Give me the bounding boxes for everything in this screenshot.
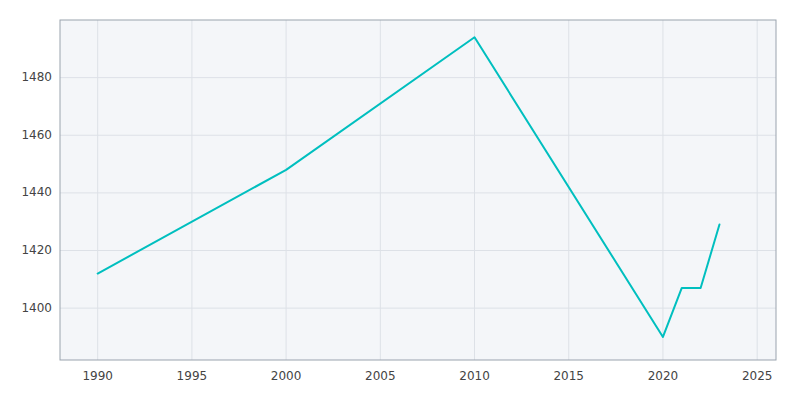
y-tick-label: 1480 — [21, 70, 52, 84]
x-tick-label: 2000 — [271, 369, 302, 383]
x-grid-line — [97, 20, 98, 360]
x-tick-label: 1995 — [177, 369, 208, 383]
chart-container: 1400 1420 1440 1460 1480 1990 1995 2000 2005 2010… — [0, 0, 800, 400]
y-grid-line — [60, 308, 776, 309]
grid — [60, 20, 776, 360]
x-grid-line — [191, 20, 192, 360]
x-tick-label: 2020 — [648, 369, 679, 383]
y-tick-label: 1440 — [21, 185, 52, 199]
x-tick-label: 2025 — [742, 369, 773, 383]
x-grid-line — [757, 20, 758, 360]
y-tick-label: 1420 — [21, 243, 52, 257]
x-grid-line — [380, 20, 381, 360]
axes: 1400 1420 1440 1460 1480 1990 1995 2000 2005 2010… — [21, 70, 772, 383]
y-grid-line — [60, 250, 776, 251]
x-grid-line — [286, 20, 287, 360]
y-grid-line — [60, 192, 776, 193]
plot-frame — [60, 20, 776, 360]
y-grid-line — [60, 135, 776, 136]
y-tick-label: 1400 — [21, 301, 52, 315]
x-tick-label: 2005 — [365, 369, 396, 383]
x-grid-line — [474, 20, 475, 360]
x-tick-label: 2015 — [553, 369, 584, 383]
plot-background — [60, 20, 776, 360]
data-line — [98, 37, 720, 337]
x-grid-line — [662, 20, 663, 360]
x-tick-label: 2010 — [459, 369, 490, 383]
x-grid-line — [568, 20, 569, 360]
y-tick-label: 1460 — [21, 128, 52, 142]
data-layer — [98, 37, 720, 337]
chart-svg: 1400 1420 1440 1460 1480 1990 1995 2000 2005 2010… — [0, 0, 800, 400]
x-tick-label: 1990 — [82, 369, 113, 383]
